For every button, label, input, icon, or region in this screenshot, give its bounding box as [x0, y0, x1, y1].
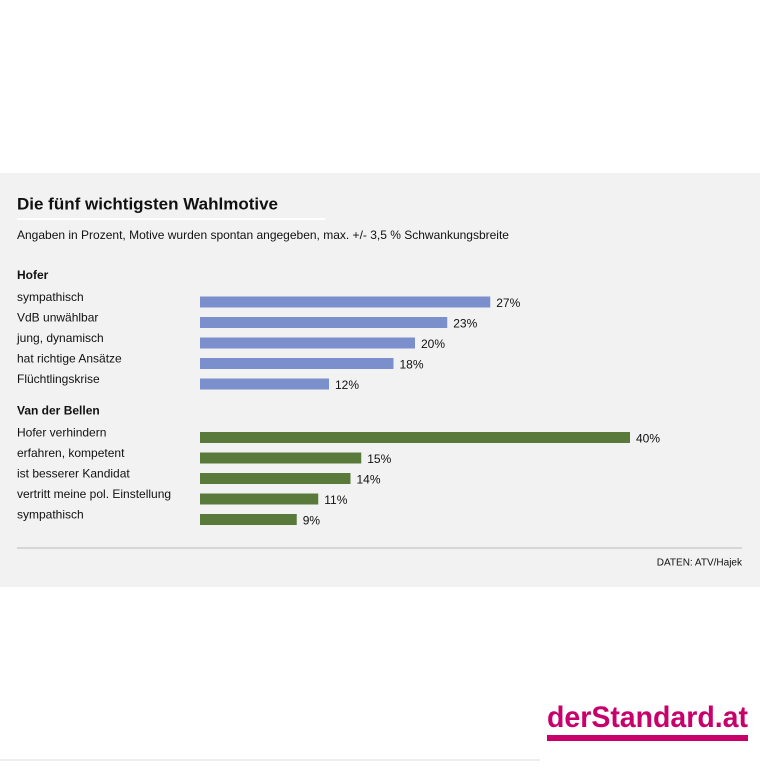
value-label: 15% [367, 452, 391, 466]
category-label: ist besserer Kandidat [17, 467, 130, 481]
category-label: erfahren, kompetent [17, 446, 125, 460]
value-label: 27% [496, 296, 520, 310]
subtitle: Angaben in Prozent, Motive wurden sponta… [17, 228, 509, 242]
bar [200, 378, 329, 390]
panel [0, 173, 760, 587]
group-label: Hofer [17, 268, 49, 282]
bar [200, 317, 448, 328]
category-label: jung, dynamisch [16, 331, 104, 345]
category-label: vertritt meine pol. Einstellung [17, 487, 171, 501]
value-label: 23% [453, 317, 477, 331]
logo: derStandard.at [547, 701, 748, 734]
value-label: 14% [357, 473, 381, 487]
category-label: hat richtige Ansätze [17, 352, 122, 366]
bar [200, 432, 630, 443]
logo-bar [547, 735, 748, 741]
bar [200, 337, 415, 349]
category-label: Hofer verhindern [17, 426, 106, 440]
bar [200, 358, 394, 369]
value-label: 18% [400, 358, 424, 372]
value-label: 20% [421, 337, 445, 351]
category-label: sympathisch [17, 290, 84, 304]
bar [200, 493, 319, 505]
source: DATEN: ATV/Hajek [657, 558, 743, 569]
bar [200, 296, 491, 308]
group-label: Van der Bellen [17, 404, 100, 418]
category-label: Flüchtlingskrise [17, 372, 100, 386]
value-label: 40% [636, 432, 660, 446]
value-label: 11% [324, 493, 347, 507]
category-label: VdB unwählbar [17, 311, 98, 325]
bar [200, 514, 297, 525]
chart-title: Die fünf wichtigsten Wahlmotive [17, 194, 278, 213]
bar [200, 452, 362, 464]
value-label: 12% [335, 378, 359, 392]
category-label: sympathisch [17, 508, 84, 522]
bar [200, 473, 351, 484]
value-label: 9% [303, 514, 321, 528]
